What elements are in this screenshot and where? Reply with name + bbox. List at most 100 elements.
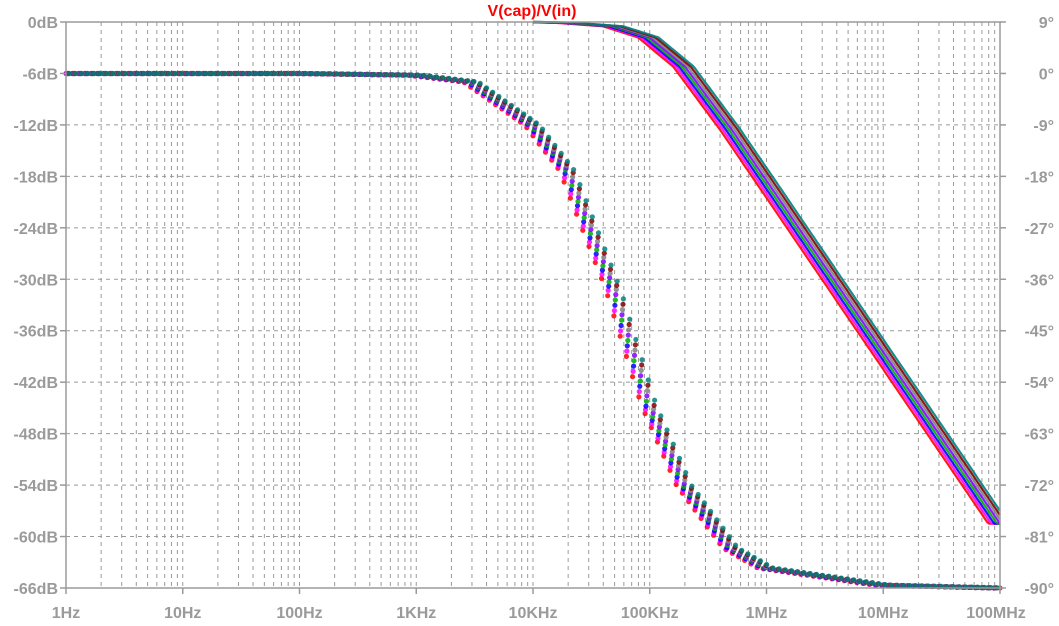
phase-point: [876, 581, 882, 587]
x-tick-label: 10Hz: [164, 605, 201, 622]
phase-point: [297, 70, 303, 77]
phase-point: [901, 582, 907, 589]
phase-point: [577, 182, 583, 188]
phase-point: [601, 254, 607, 260]
x-tick-label: 100MHz: [966, 605, 1026, 622]
y-tick-label-left: -12dB: [14, 118, 58, 135]
phase-point: [562, 175, 568, 181]
y-tick-label-left: -54dB: [14, 478, 58, 495]
phase-point: [328, 71, 334, 77]
y-tick-label-left: -6dB: [22, 66, 58, 83]
phase-point: [147, 70, 153, 77]
y-tick-label-left: -48dB: [14, 427, 58, 444]
phase-point: [669, 449, 675, 455]
phase-point: [598, 275, 605, 282]
phase-point: [359, 71, 365, 77]
phase-point: [662, 446, 668, 452]
phase-point: [576, 186, 583, 192]
phase-point: [72, 70, 79, 77]
phase-point: [832, 574, 838, 580]
phase-point: [465, 78, 471, 84]
phase-point: [913, 583, 919, 589]
phase-point: [869, 580, 876, 586]
phase-point: [253, 70, 259, 77]
phase-point: [593, 255, 599, 261]
phase-point: [611, 313, 617, 319]
phase-point: [97, 70, 103, 77]
phase-point: [533, 120, 539, 126]
phase-point: [670, 441, 676, 447]
phase-point: [496, 93, 502, 100]
phase-point: [789, 568, 795, 574]
phase-point: [561, 179, 567, 185]
phase-point: [539, 126, 546, 132]
phase-point: [290, 70, 296, 77]
phase-point: [452, 76, 458, 82]
phase-point: [582, 210, 588, 216]
y-tick-label-left: 0dB: [28, 15, 58, 32]
phase-point: [631, 363, 637, 369]
phase-point: [714, 517, 720, 523]
phase-point: [651, 402, 657, 408]
y-tick-label-left: -24dB: [14, 221, 58, 238]
phase-point: [664, 427, 670, 433]
phase-point: [632, 342, 639, 348]
phase-point: [580, 223, 586, 229]
phase-point: [625, 337, 631, 344]
phase-point: [751, 554, 757, 561]
phase-point: [882, 581, 888, 588]
chart-title: V(cap)/V(in): [488, 3, 577, 20]
phase-point: [527, 115, 533, 121]
phase-point: [608, 262, 614, 268]
phase-point: [415, 72, 421, 78]
phase-point: [570, 174, 576, 180]
phase-point: [502, 98, 508, 104]
phase-point: [153, 70, 159, 77]
phase-point: [191, 70, 197, 77]
phase-point: [782, 567, 788, 573]
phase-point: [599, 267, 606, 273]
phase-point: [581, 219, 587, 225]
phase-point: [586, 243, 592, 249]
phase-point: [569, 182, 575, 188]
phase-point: [91, 70, 97, 77]
y-tick-label-right: -90°: [1024, 581, 1054, 598]
phase-point: [695, 491, 701, 498]
phase-point: [378, 72, 384, 78]
phase-point: [605, 293, 611, 299]
phase-point: [963, 584, 969, 590]
phase-point: [673, 481, 679, 488]
phase-point: [620, 296, 627, 302]
phase-point: [66, 70, 72, 77]
phase-point: [588, 222, 595, 228]
phase-point: [402, 72, 409, 78]
phase-point: [587, 235, 593, 241]
phase-point: [571, 167, 577, 173]
phase-point: [241, 70, 247, 77]
y-tick-label-right: -36°: [1024, 272, 1054, 289]
phase-point: [483, 85, 490, 91]
phase-point: [322, 71, 328, 77]
phase-point: [334, 71, 340, 77]
phase-point: [919, 583, 925, 589]
phase-point: [602, 246, 608, 252]
phase-point: [645, 377, 651, 383]
phase-point: [587, 231, 594, 237]
phase-point: [851, 577, 857, 583]
phase-point: [588, 226, 594, 233]
phase-point: [689, 483, 695, 489]
phase-point: [141, 70, 147, 77]
phase-point: [384, 72, 390, 78]
phase-point: [595, 234, 601, 240]
phase-point: [569, 178, 575, 184]
phase-point: [720, 525, 726, 531]
phase-point: [612, 302, 618, 308]
phase-point: [228, 70, 234, 77]
y-tick-label-right: -54°: [1024, 375, 1054, 392]
phase-point: [732, 542, 739, 548]
phase-point: [739, 547, 745, 553]
phase-point: [645, 382, 651, 388]
phase-point: [807, 570, 813, 577]
phase-point: [675, 463, 682, 469]
phase-point: [638, 367, 644, 373]
